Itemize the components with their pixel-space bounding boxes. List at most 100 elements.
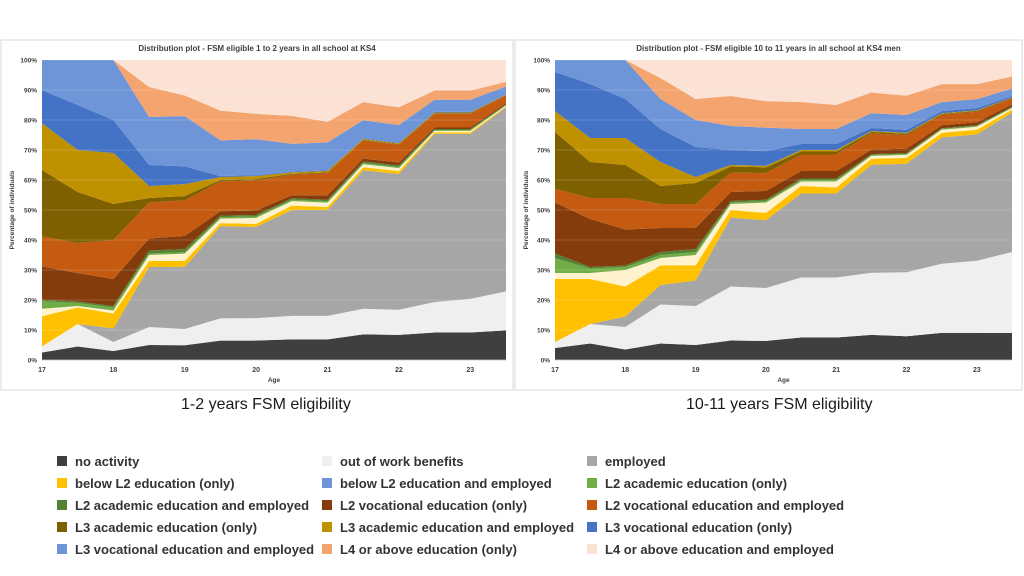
area-l3-academic-education-and-employed bbox=[42, 94, 506, 204]
y-tick-label: 60% bbox=[24, 178, 37, 185]
legend-label: L2 vocational education (only) bbox=[340, 497, 528, 513]
legend-item: out of work benefits bbox=[322, 452, 464, 470]
legend-label: below L2 education and employed bbox=[340, 475, 552, 491]
y-tick-label: 50% bbox=[537, 208, 550, 215]
legend-item: below L2 education and employed bbox=[322, 474, 552, 492]
area-no-activity bbox=[42, 330, 506, 360]
area-layers bbox=[555, 60, 1012, 360]
y-tick-label: 100% bbox=[20, 58, 37, 65]
legend-label: out of work benefits bbox=[340, 453, 464, 469]
area-layers bbox=[42, 60, 506, 360]
x-tick-label: 18 bbox=[109, 367, 117, 374]
legend-label: no activity bbox=[75, 453, 140, 469]
legend-swatch bbox=[322, 478, 332, 488]
legend-label: L4 or above education and employed bbox=[605, 541, 834, 557]
legend-swatch bbox=[322, 456, 332, 466]
legend-item: L2 academic education (only) bbox=[587, 474, 787, 492]
legend-item: L2 vocational education and employed bbox=[587, 496, 844, 514]
y-tick-label: 100% bbox=[533, 58, 550, 65]
x-tick-label: 18 bbox=[621, 367, 629, 374]
legend-label: L2 academic education and employed bbox=[75, 497, 310, 513]
area-below-l2-education-and-employed bbox=[555, 108, 1012, 287]
legend-swatch bbox=[57, 544, 67, 554]
area-l2-vocational-education-only bbox=[555, 104, 1012, 268]
x-tick-label: 17 bbox=[551, 367, 559, 374]
y-tick-label: 40% bbox=[24, 238, 37, 245]
y-tick-label: 80% bbox=[537, 118, 550, 125]
legend-label: L2 academic education (only) bbox=[605, 475, 788, 491]
legend-swatch bbox=[57, 478, 67, 488]
y-tick-label: 60% bbox=[537, 178, 550, 185]
y-tick-label: 90% bbox=[24, 88, 37, 95]
left-chart-caption: 1-2 years FSM eligibility bbox=[181, 396, 351, 413]
chart-title: Distribution plot - FSM eligible 10 to 1… bbox=[636, 44, 901, 53]
x-tick-label: 19 bbox=[181, 367, 189, 374]
area-employed bbox=[555, 112, 1012, 342]
chart-1: Distribution plot - FSM eligible 1 to 2 … bbox=[0, 39, 514, 391]
legend-swatch bbox=[322, 544, 332, 554]
x-tick-label: 17 bbox=[38, 367, 46, 374]
x-tick-label: 19 bbox=[692, 367, 700, 374]
area-out-of-work-benefits bbox=[42, 291, 506, 353]
area-no-activity bbox=[555, 332, 1012, 360]
y-tick-label: 40% bbox=[537, 238, 550, 245]
y-axis-title: Percentage of individuals bbox=[523, 170, 530, 249]
x-tick-label: 20 bbox=[252, 367, 260, 374]
y-tick-label: 0% bbox=[541, 358, 551, 365]
legend-item: L4 or above education and employed bbox=[587, 540, 834, 558]
area-employed bbox=[42, 107, 506, 347]
legend-item: L2 vocational education (only) bbox=[322, 496, 527, 514]
area-l3-vocational-education-and-employed bbox=[42, 60, 506, 177]
area-l4-or-above-education-and-employed bbox=[42, 60, 506, 122]
area-below-l2-education-only bbox=[42, 106, 506, 347]
area-l3-academic-education-only bbox=[555, 97, 1012, 204]
y-tick-label: 10% bbox=[537, 328, 550, 335]
x-tick-label: 22 bbox=[395, 367, 403, 374]
x-tick-label: 21 bbox=[832, 367, 840, 374]
area-l3-academic-education-only bbox=[42, 94, 506, 244]
x-tick-label: 21 bbox=[324, 367, 332, 374]
legend-swatch bbox=[57, 522, 67, 532]
y-tick-label: 20% bbox=[537, 298, 550, 305]
legend-swatch bbox=[587, 544, 597, 554]
x-axis-title: Age bbox=[777, 377, 790, 384]
legend-label: L3 vocational education (only) bbox=[605, 519, 793, 535]
legend-label: employed bbox=[605, 453, 666, 469]
area-below-l2-education-only bbox=[555, 109, 1012, 342]
y-tick-label: 30% bbox=[24, 268, 37, 275]
area-below-l2-education-and-employed bbox=[42, 105, 506, 317]
area-l3-vocational-education-only bbox=[555, 72, 1012, 177]
legend-swatch bbox=[322, 522, 332, 532]
area-l4-or-above-education-only bbox=[555, 60, 1012, 129]
legend-label: L2 vocational education and employed bbox=[605, 497, 845, 513]
area-l2-vocational-education-only bbox=[42, 103, 506, 306]
legend-swatch bbox=[57, 500, 67, 510]
area-l2-vocational-education-and-employed bbox=[555, 98, 1012, 230]
legend-label: L3 academic education (only) bbox=[75, 519, 258, 535]
area-l3-vocational-education-and-employed bbox=[555, 60, 1012, 152]
legend-swatch bbox=[57, 456, 67, 466]
legend: no activity out of work benefits employed b… bbox=[0, 443, 1024, 576]
legend-item: no activity bbox=[57, 452, 139, 470]
x-tick-label: 22 bbox=[903, 367, 911, 374]
y-axis-title: Percentage of individuals bbox=[9, 170, 16, 249]
legend-swatch bbox=[587, 456, 597, 466]
y-tick-label: 30% bbox=[537, 268, 550, 275]
right-chart-caption: 10-11 years FSM eligibility bbox=[686, 396, 873, 413]
y-tick-label: 0% bbox=[28, 358, 38, 365]
y-tick-label: 10% bbox=[24, 328, 37, 335]
y-tick-label: 90% bbox=[537, 88, 550, 95]
x-tick-label: 23 bbox=[973, 367, 981, 374]
area-out-of-work-benefits bbox=[555, 252, 1012, 350]
legend-swatch bbox=[587, 478, 597, 488]
chart-title: Distribution plot - FSM eligible 1 to 2 … bbox=[138, 44, 376, 53]
x-tick-label: 23 bbox=[466, 367, 474, 374]
y-tick-label: 50% bbox=[24, 208, 37, 215]
legend-item: L4 or above education (only) bbox=[322, 540, 517, 558]
legend-item: L2 academic education and employed bbox=[57, 496, 309, 514]
y-tick-label: 70% bbox=[537, 148, 550, 155]
chart-2: Distribution plot - FSM eligible 10 to 1… bbox=[514, 39, 1023, 391]
y-tick-label: 70% bbox=[24, 148, 37, 155]
legend-item: L3 vocational education and employed bbox=[57, 540, 314, 558]
